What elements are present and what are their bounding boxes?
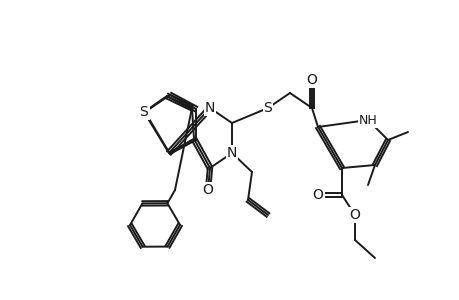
Text: S: S (140, 105, 148, 119)
Text: O: O (202, 183, 213, 197)
Text: O: O (349, 208, 360, 222)
Text: NH: NH (358, 113, 376, 127)
Text: O: O (306, 73, 317, 87)
Text: N: N (204, 101, 215, 115)
Text: N: N (226, 146, 237, 160)
Text: S: S (140, 105, 149, 119)
Text: S: S (263, 101, 272, 115)
Text: O: O (312, 188, 323, 202)
